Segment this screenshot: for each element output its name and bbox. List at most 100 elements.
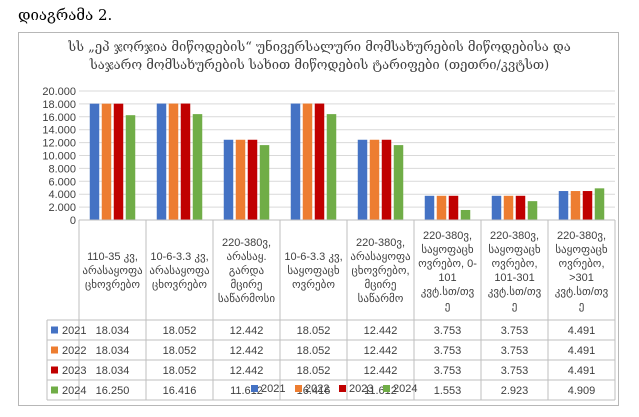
data-cell-value: 3.753 [434,365,462,377]
row-series-name: 2022 [62,345,86,357]
category-label: მცირე [230,278,262,291]
data-cell-value: 4.491 [568,365,596,377]
chart-title: სს „ეპ ჯორჯია მიწოდების“ უნივერსალური მო… [19,39,620,75]
bar [436,195,447,220]
data-cell-value: 18.052 [297,365,331,377]
category-label: მცირე [364,278,396,291]
row-legend-key [51,346,58,354]
row-series-name: 2021 [62,325,86,337]
bar [381,139,392,220]
y-tick-label: 12.000 [42,138,76,150]
bar [290,103,301,220]
category-label: ოვრებო [292,278,335,291]
data-cell-value: 2.923 [501,385,529,397]
data-cell-value: 12.442 [230,365,264,377]
data-cell-value: 3.753 [501,325,529,337]
category-label: ცხოვრებო [152,278,207,291]
category-label: ცხოვრებო [85,278,140,291]
data-cell-value: 4.909 [568,385,596,397]
bar [259,145,270,220]
bar [448,195,459,220]
data-cell-value: 12.442 [364,365,398,377]
category-label: 101 [438,272,456,284]
category-label: ოვრებო, [491,257,537,270]
legend-key [383,385,390,392]
y-tick-label: 20.000 [42,86,76,98]
bar [570,191,581,220]
legend-label: 2021 [261,383,285,395]
row-legend-key [51,326,58,334]
y-tick-label: 10.000 [42,151,76,163]
data-cell-value: 16.416 [297,385,331,397]
data-cell-value: 3.753 [434,325,462,337]
legend-key [339,385,346,392]
category-label: 220-380ვ, [490,230,539,242]
data-cell-value: 12.442 [364,345,398,357]
y-tick-label: 2.000 [48,202,76,214]
category-label: არასაყოფა [82,264,143,277]
category-label: 101-301 [494,272,534,284]
data-cell-value: 18.034 [96,325,130,337]
data-cell-value: 16.250 [96,385,130,397]
category-label: 10-6-3.3 კვ, [284,251,342,263]
y-tick-label: 6.000 [48,176,76,188]
bar [515,195,526,220]
legend-label: 2022 [305,383,329,395]
bar [326,114,337,220]
data-cell-value: 16.416 [163,385,197,397]
data-cell-value: 18.052 [297,345,331,357]
data-cell-value: 12.442 [230,345,264,357]
category-label: 220-380ვ, [557,230,606,242]
category-label: 110-35 კვ, [87,251,138,263]
category-label: ე [445,300,451,312]
y-tick-label: 8.000 [48,163,76,175]
bar [89,103,100,220]
category-label: არასაყოფა [350,250,411,263]
data-cell-value: 3.753 [501,365,529,377]
bar [357,139,368,220]
category-label: 220-380ვ, [423,230,472,242]
bar [582,191,593,220]
row-series-name: 2024 [62,385,86,397]
category-label: კვტ.სთ/თვ [555,285,609,298]
data-cell-value: 12.442 [364,325,398,337]
data-cell-value: 12.442 [230,325,264,337]
y-tick-label: 4.000 [48,189,76,201]
row-legend-key [51,366,58,374]
legend-label: 2023 [349,383,373,395]
data-cell-value: 3.753 [501,345,529,357]
bar [314,103,325,220]
bar [424,195,435,220]
category-label: კვტ.სთ/თვ [421,285,475,298]
row-series-name: 2023 [62,365,86,377]
bar [235,139,246,220]
data-cell-value: 1.553 [434,385,462,397]
bar [192,114,203,220]
data-cell-value: 18.052 [163,365,197,377]
category-label: ე [579,300,585,312]
y-tick-label: 18.000 [42,99,76,111]
chart-title-line-1: სს „ეპ ჯორჯია მიწოდების“ უნივერსალური მო… [68,40,571,55]
category-label: ცხოვრებო, [351,264,409,277]
bar [503,195,514,220]
legend-key [251,385,258,392]
data-cell-value: 18.052 [297,325,331,337]
category-label: საყოფაცხ [488,243,541,256]
category-label: 220-380ვ, [356,237,405,249]
bar [393,145,404,220]
data-cell-value: 18.034 [96,365,130,377]
category-label: ოვრებო, [558,257,604,270]
data-cell-value: 18.052 [163,325,197,337]
category-label: საყოფაცხ [421,243,474,256]
category-label: საყოფაცხ [555,243,608,256]
data-cell-value: 18.034 [96,345,130,357]
category-label: გარდა [229,264,265,277]
data-cell-value: 4.491 [568,325,596,337]
legend-key [295,385,302,392]
category-label: არასაყ. [226,250,266,263]
y-tick-label: 14.000 [42,125,76,137]
bar [594,188,605,220]
bar [247,139,258,220]
y-tick-label: 16.000 [42,112,76,124]
legend-label: 2024 [393,383,417,395]
